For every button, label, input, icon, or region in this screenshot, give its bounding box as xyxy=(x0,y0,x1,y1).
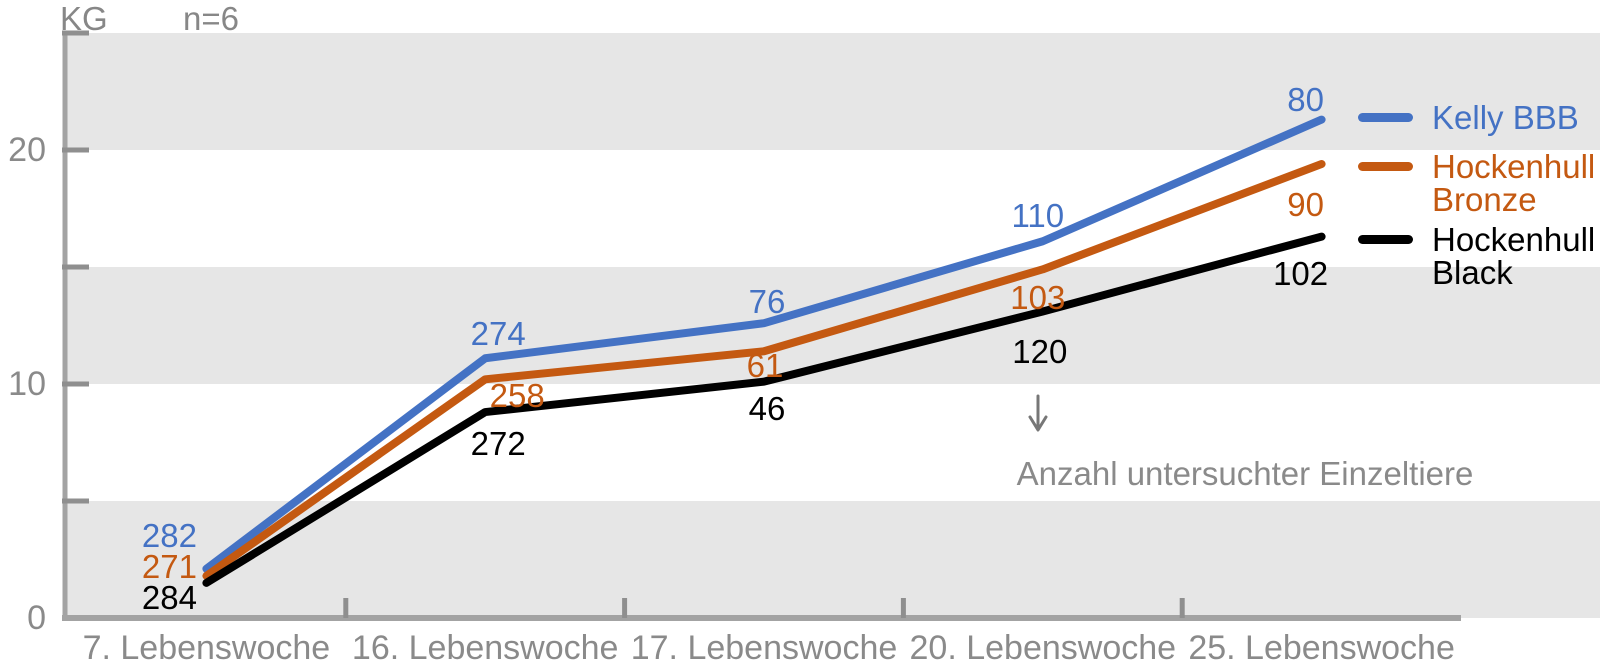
y-axis-unit-label: KG xyxy=(60,0,108,37)
point-label-hockenhull-black: 284 xyxy=(141,578,197,616)
x-axis-label: 16. Lebenswoche xyxy=(351,629,619,667)
point-label-hockenhull-bronze: 61 xyxy=(746,347,784,385)
point-label-kelly-bbb: 80 xyxy=(1287,80,1324,118)
y-axis-label: 20 xyxy=(8,131,46,169)
point-label-kelly-bbb: 110 xyxy=(1011,197,1065,235)
point-label-hockenhull-bronze: 271 xyxy=(141,547,197,585)
x-axis-label: 20. Lebenswoche xyxy=(909,629,1177,667)
point-label-hockenhull-black: 120 xyxy=(1012,333,1068,371)
point-label-kelly-bbb: 282 xyxy=(141,516,197,554)
point-label-kelly-bbb: 76 xyxy=(748,283,786,321)
x-axis-label: 25. Lebenswoche xyxy=(1188,629,1455,667)
annotation-note: Anzahl untersuchter Einzeltiere xyxy=(1016,455,1474,492)
point-label-hockenhull-bronze: 103 xyxy=(1010,279,1066,317)
series-line-hockenhull-black xyxy=(202,232,1326,587)
point-label-kelly-bbb: 274 xyxy=(470,315,526,353)
down-arrow-head xyxy=(1028,415,1048,432)
x-axis-label: 7. Lebenswoche xyxy=(82,629,331,667)
point-label-hockenhull-black: 46 xyxy=(748,389,786,427)
series-line-kelly-bbb xyxy=(202,115,1326,573)
plot-band xyxy=(67,501,1600,618)
plot-band xyxy=(67,33,1600,150)
point-label-hockenhull-bronze: 90 xyxy=(1287,186,1324,224)
y-axis-label: 0 xyxy=(27,599,46,637)
point-label-hockenhull-bronze: 258 xyxy=(489,377,545,415)
sample-size-label: n=6 xyxy=(183,0,239,37)
point-label-hockenhull-black: 272 xyxy=(470,425,526,463)
point-label-hockenhull-black: 102 xyxy=(1273,254,1329,292)
y-axis-label: 10 xyxy=(8,365,46,403)
x-axis-label: 17. Lebenswoche xyxy=(630,629,898,667)
series-line-hockenhull-bronze xyxy=(202,160,1326,580)
